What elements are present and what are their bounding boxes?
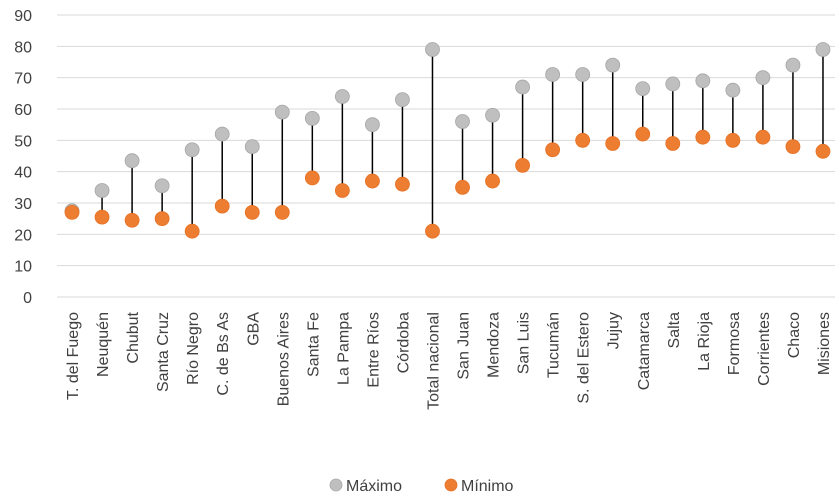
x-tick-label: San Juan xyxy=(456,312,473,380)
min-point xyxy=(244,204,260,220)
x-tick-label: San Luis xyxy=(516,312,533,374)
min-point xyxy=(64,204,80,220)
max-point xyxy=(214,126,230,142)
y-tick-label: 10 xyxy=(14,259,32,276)
max-point xyxy=(695,73,711,89)
min-point xyxy=(725,132,741,148)
y-tick-label: 30 xyxy=(14,196,32,213)
x-tick-label: Santa Fe xyxy=(305,312,322,377)
x-tick-label: Neuquén xyxy=(95,312,112,377)
max-point xyxy=(665,76,681,92)
y-tick-label: 0 xyxy=(23,290,32,307)
max-point xyxy=(94,183,110,198)
min-point xyxy=(515,157,530,173)
x-tick-label: Tucumán xyxy=(546,312,563,378)
max-point xyxy=(425,42,440,57)
min-point xyxy=(214,198,230,214)
max-point xyxy=(395,92,410,107)
gridlines xyxy=(57,14,835,298)
max-point xyxy=(515,79,530,95)
x-tick-label: Misiones xyxy=(816,312,833,375)
max-point xyxy=(635,81,651,97)
legend-max-label: Máximo xyxy=(346,478,402,495)
min-point xyxy=(304,170,320,186)
max-point xyxy=(755,70,771,86)
max-point xyxy=(455,114,470,129)
min-point xyxy=(575,132,591,148)
min-point xyxy=(485,173,500,189)
min-point xyxy=(365,173,380,189)
y-tick-label: 80 xyxy=(14,39,32,56)
y-axis-tick-labels: 0 10 20 30 40 50 60 70 80 90 xyxy=(14,8,32,307)
x-tick-label: Córdoba xyxy=(395,312,412,373)
min-point xyxy=(455,179,470,195)
max-point xyxy=(725,82,741,98)
max-point xyxy=(124,153,140,169)
y-tick-label: 90 xyxy=(14,8,32,25)
x-tick-label: T. del Fuego xyxy=(65,312,82,400)
x-tick-label: Catamarca xyxy=(636,312,653,390)
x-tick-label: Formosa xyxy=(726,312,743,375)
x-tick-label: Buenos Aires xyxy=(275,312,292,406)
max-point xyxy=(815,42,831,57)
max-point xyxy=(244,139,260,155)
data-points xyxy=(64,42,831,239)
legend-max-marker xyxy=(329,478,343,492)
min-point xyxy=(665,136,681,151)
x-tick-label: GBA xyxy=(245,312,262,346)
max-point xyxy=(785,57,801,73)
min-point xyxy=(815,143,831,159)
min-point xyxy=(274,204,290,220)
min-point xyxy=(124,212,140,228)
max-point xyxy=(545,67,561,82)
x-tick-label: Chaco xyxy=(786,312,803,358)
x-tick-label: La Rioja xyxy=(696,312,713,371)
max-point xyxy=(334,89,350,104)
legend: Máximo Mínimo xyxy=(329,478,514,495)
x-tick-label: C. de Bs As xyxy=(215,312,232,396)
y-tick-label: 20 xyxy=(14,227,32,244)
min-point xyxy=(755,129,771,145)
max-point xyxy=(605,57,621,73)
x-tick-label: Río Negro xyxy=(185,312,202,385)
min-point xyxy=(635,126,651,142)
min-point xyxy=(425,223,440,239)
x-tick-label: Jujuy xyxy=(606,312,623,349)
min-point xyxy=(184,223,200,239)
max-point xyxy=(184,142,200,158)
x-tick-label: La Pampa xyxy=(335,312,352,385)
max-point xyxy=(154,178,170,194)
min-point xyxy=(695,129,711,145)
min-point xyxy=(94,209,110,225)
min-point xyxy=(395,176,410,192)
x-tick-label: Corrientes xyxy=(756,312,773,386)
x-tick-label: Mendoza xyxy=(486,312,503,378)
min-point xyxy=(785,139,801,155)
x-tick-label: Entre Ríos xyxy=(365,312,382,388)
legend-min-label: Mínimo xyxy=(461,478,514,495)
x-tick-label: Total nacional xyxy=(425,312,442,410)
max-point xyxy=(304,111,320,126)
y-tick-label: 40 xyxy=(14,165,32,182)
min-point xyxy=(334,183,350,198)
min-point xyxy=(545,142,561,158)
x-tick-label: Santa Cruz xyxy=(155,312,172,392)
max-point xyxy=(575,67,591,82)
y-tick-label: 70 xyxy=(14,71,32,88)
min-point xyxy=(605,136,621,151)
x-axis-tick-labels: T. del Fuego Neuquén Chubut Santa Cruz Río N… xyxy=(65,311,833,409)
max-point xyxy=(485,107,500,123)
max-point xyxy=(274,104,290,120)
legend-min-marker xyxy=(444,478,458,492)
x-tick-label: S. del Estero xyxy=(576,312,593,404)
x-tick-label: Chubut xyxy=(125,311,142,363)
x-tick-label: Salta xyxy=(666,312,683,349)
max-point xyxy=(365,117,380,133)
y-tick-label: 50 xyxy=(14,133,32,150)
y-tick-label: 60 xyxy=(14,102,32,119)
min-point xyxy=(154,211,170,227)
